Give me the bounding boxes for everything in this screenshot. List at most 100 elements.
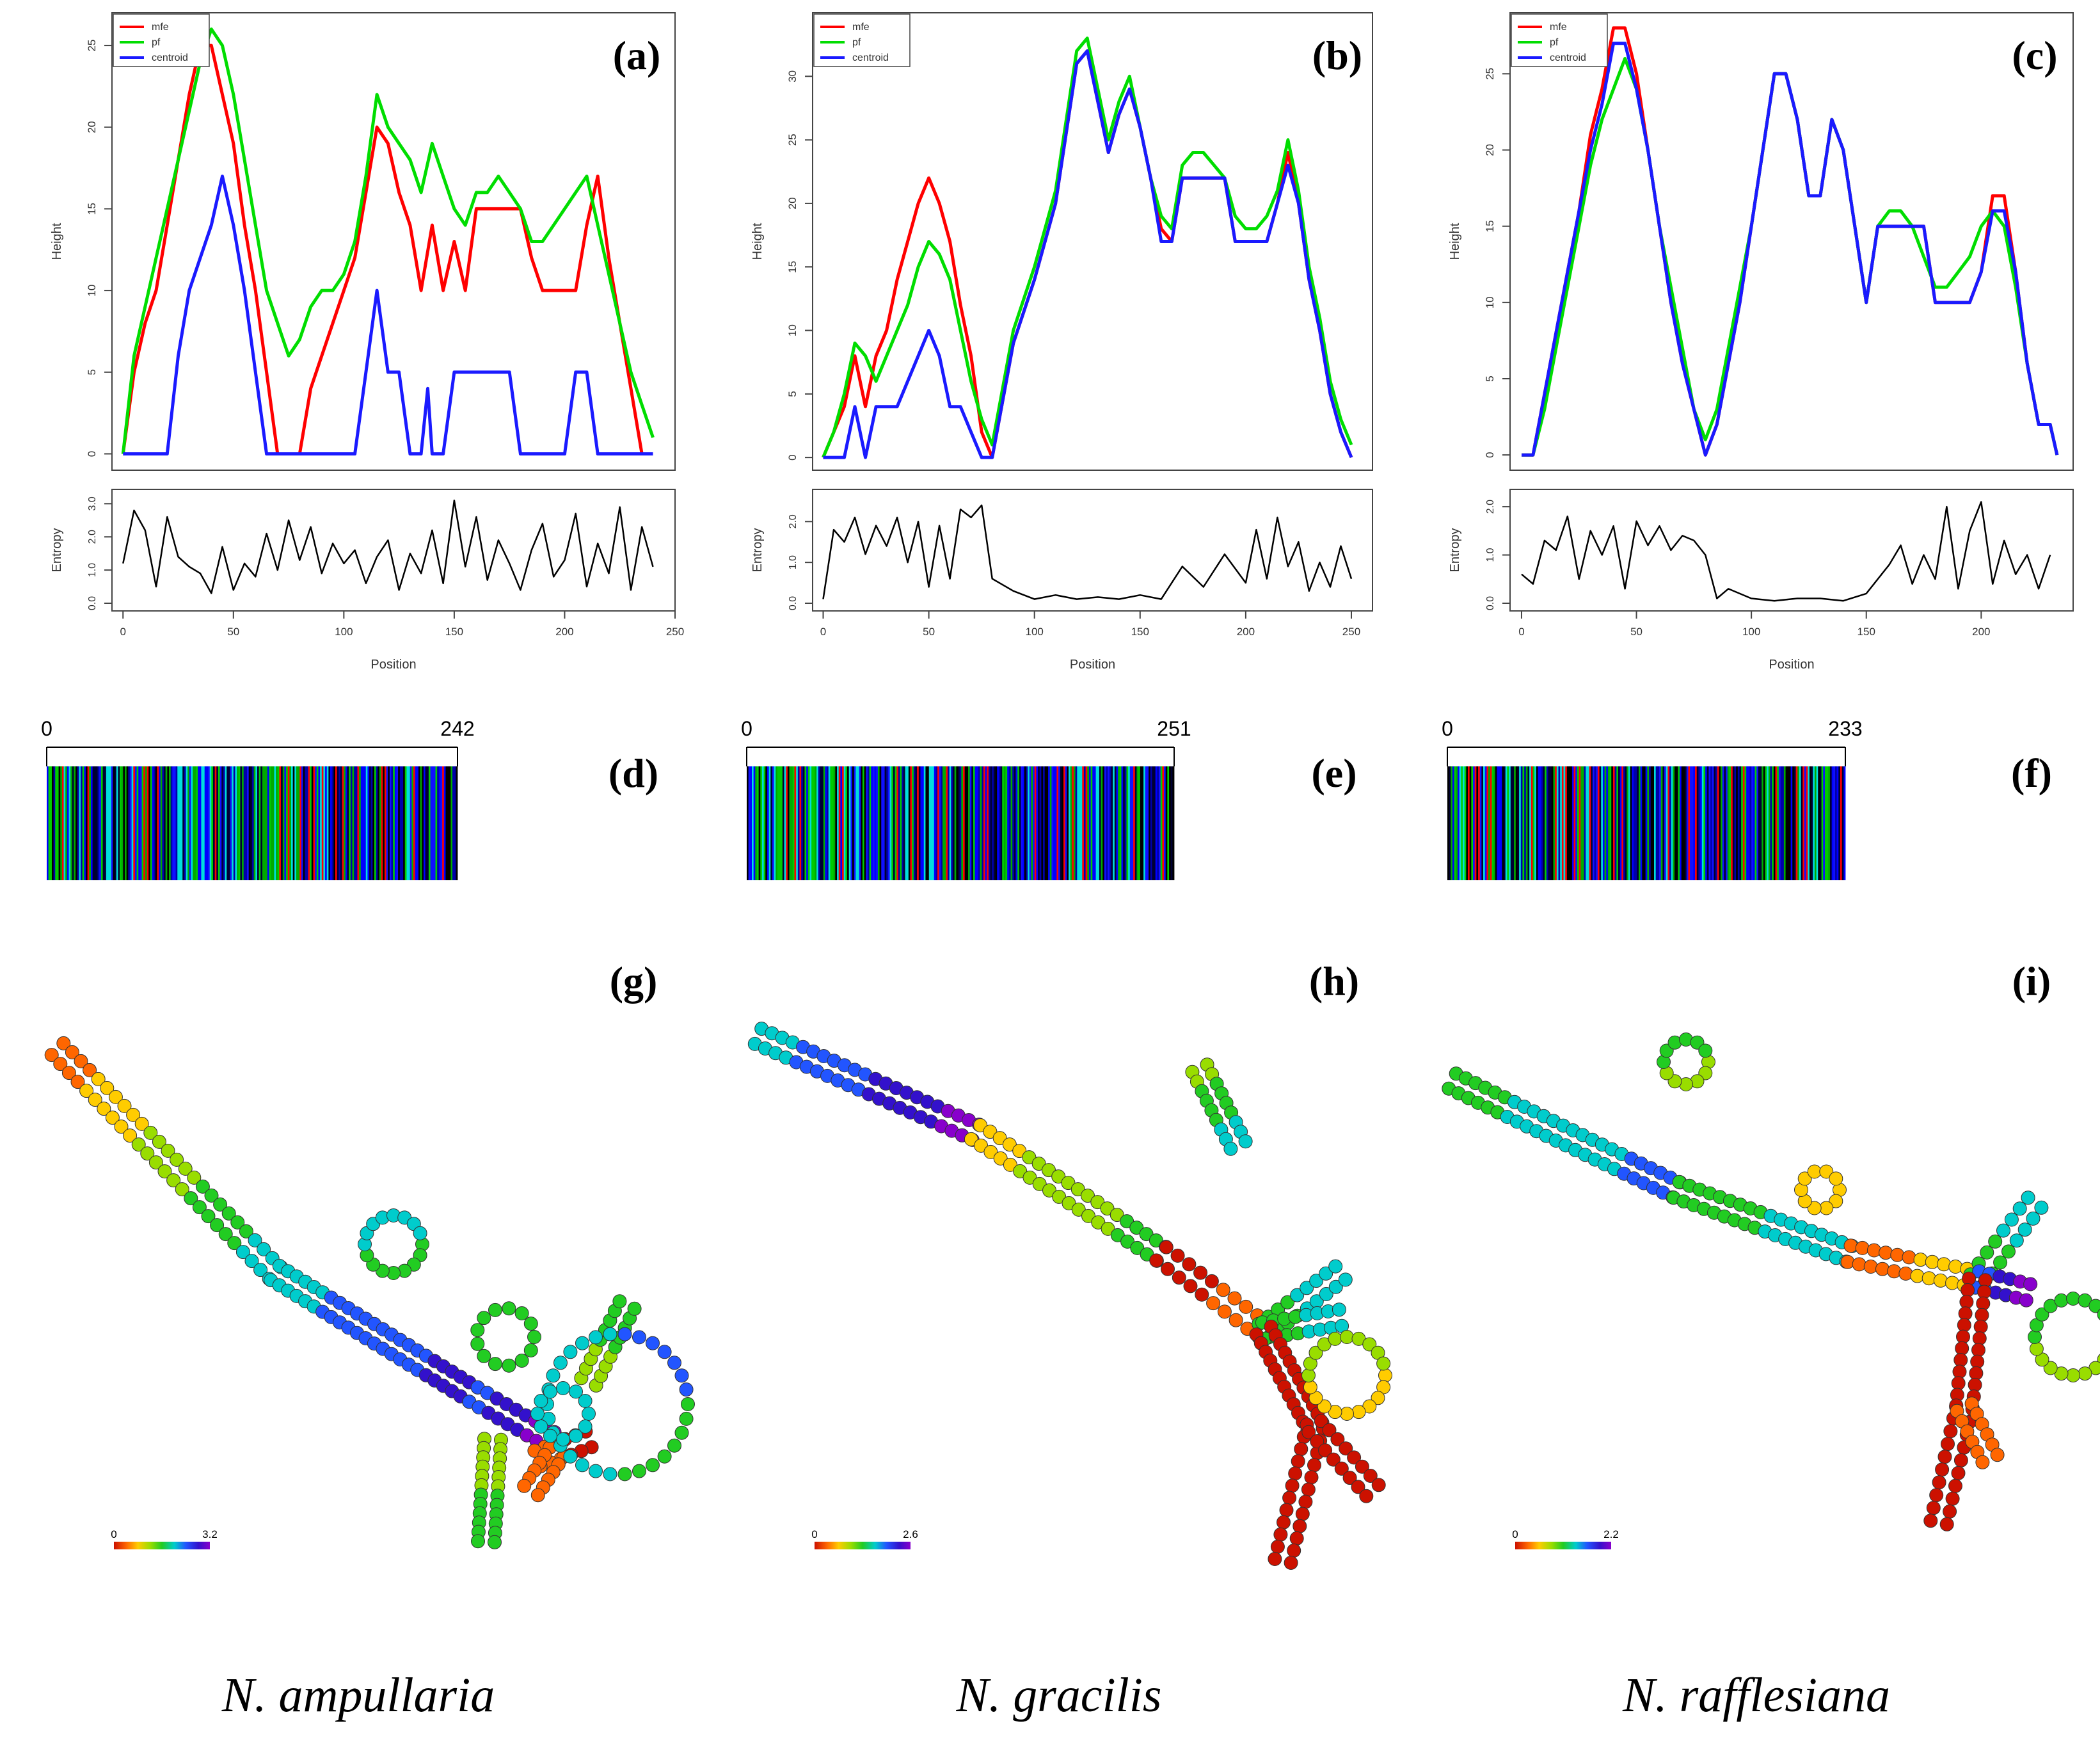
barcode-stripe [845, 766, 848, 880]
nucleotide [1298, 1494, 1313, 1509]
barcode-stripe [340, 766, 342, 880]
barcode-stripe [828, 766, 831, 880]
nucleotide [248, 1233, 262, 1247]
barcode-stripe [170, 766, 173, 880]
nucleotide [964, 1132, 978, 1146]
barcode-stripe [1069, 766, 1071, 880]
nucleotide [1351, 1480, 1365, 1494]
barcode-stripe [1471, 766, 1474, 880]
barcode-stripe [1660, 766, 1663, 880]
barcode-stripe [1041, 766, 1044, 880]
nucleotide [1217, 1304, 1232, 1319]
legend-label-pf: pf [152, 37, 161, 48]
barcode-stripe [247, 766, 250, 880]
barcode-stripe [155, 766, 157, 880]
nucleotide [1301, 1482, 1316, 1497]
barcode-stripe [355, 766, 358, 880]
barcode-stripe [1145, 766, 1147, 880]
barcode-stripe [949, 766, 951, 880]
barcode-stripe [437, 766, 440, 880]
barcode-stripe [67, 766, 69, 880]
barcode-stripe [978, 766, 980, 880]
barcode-stripe [1818, 766, 1820, 880]
barcode-stripe [891, 766, 894, 880]
barcode-stripe [1770, 766, 1772, 880]
barcode-stripe [895, 766, 897, 880]
barcode-stripe [1524, 766, 1527, 880]
nucleotide [166, 1173, 181, 1188]
barcode-stripe [1550, 766, 1552, 880]
barcode-stripe [882, 766, 885, 880]
nucleotide [1945, 1491, 1960, 1506]
barcode-stripe [756, 766, 760, 880]
barcode-stripe [934, 766, 936, 880]
barcode-stripe [1734, 766, 1737, 880]
barcode-stripe [378, 766, 380, 880]
barcode-stripe [1813, 766, 1815, 880]
entropy-axis-label: Entropy [751, 528, 765, 573]
nucleotide [61, 1066, 76, 1080]
barcode-stripe [269, 766, 271, 880]
barcode-stripe [862, 766, 865, 880]
nucleotide [617, 1327, 632, 1341]
nucleotide [1091, 1215, 1106, 1230]
barcode-stripe [1157, 766, 1159, 880]
series-line-pf [1522, 57, 2059, 457]
x-axis-label: Position [1769, 658, 1814, 672]
x-tick-label: 200 [1972, 626, 1990, 638]
barcode-stripe [1589, 766, 1591, 880]
barcode-stripe [396, 766, 399, 880]
barcode-stripe [1556, 766, 1559, 880]
barcode-stripe [876, 766, 879, 880]
barcode-stripe [398, 766, 401, 880]
barcode-stripe [827, 766, 829, 880]
nucleotide [195, 1179, 210, 1194]
barcode-stripe [1573, 766, 1576, 880]
colorbar-max-label: 2.6 [903, 1528, 918, 1540]
barcode-stripe [1473, 766, 1476, 880]
barcode-stripe [428, 766, 431, 880]
barcode-stripe [1108, 766, 1110, 880]
barcode-stripe [259, 766, 261, 880]
barcode-stripe [1113, 766, 1115, 880]
barcode-stripe [399, 766, 402, 880]
barcode-stripe [211, 766, 214, 880]
barcode-stripe [1469, 766, 1472, 880]
barcode-stripe [1582, 766, 1584, 880]
x-tick-label: 150 [1857, 626, 1875, 638]
barcode-stripe [874, 766, 877, 880]
barcode-stripe [1606, 766, 1609, 880]
barcode-stripe [411, 766, 414, 880]
barcode-stripe [857, 766, 860, 880]
barcode-stripe [1058, 766, 1061, 880]
barcode-stripe [1134, 766, 1137, 880]
nucleotide [2012, 1201, 2027, 1216]
barcode-stripe [1625, 766, 1627, 880]
barcode-stripe [1623, 766, 1626, 880]
barcode-stripe [301, 766, 303, 880]
nucleotide [1362, 1337, 1377, 1352]
barcode-stripe [136, 766, 139, 880]
nucleotide [2097, 1308, 2100, 1320]
barcode-stripe [1172, 766, 1175, 880]
barcode-stripe [410, 766, 412, 880]
nucleotide [1282, 1491, 1297, 1505]
nucleotide [140, 1146, 155, 1161]
barcode-stripe [342, 766, 344, 880]
nucleotide [1322, 1423, 1337, 1437]
barcode-stripe [879, 766, 882, 880]
barcode-stripe [1517, 766, 1520, 880]
barcode-stripe [1111, 766, 1113, 880]
barcode-stripe [58, 766, 61, 880]
barcode-stripe [364, 766, 367, 880]
barcode-stripe [97, 766, 100, 880]
barcode-stripe [212, 766, 216, 880]
nucleotide [1301, 1368, 1316, 1382]
barcode-stripe [1741, 766, 1744, 880]
barcode-stripe [1561, 766, 1564, 880]
nucleotide [1304, 1470, 1319, 1485]
nucleotide [221, 1206, 236, 1221]
barcode-stripe [260, 766, 263, 880]
barcode-stripe [910, 766, 912, 880]
barcode-stripe [1609, 766, 1612, 880]
